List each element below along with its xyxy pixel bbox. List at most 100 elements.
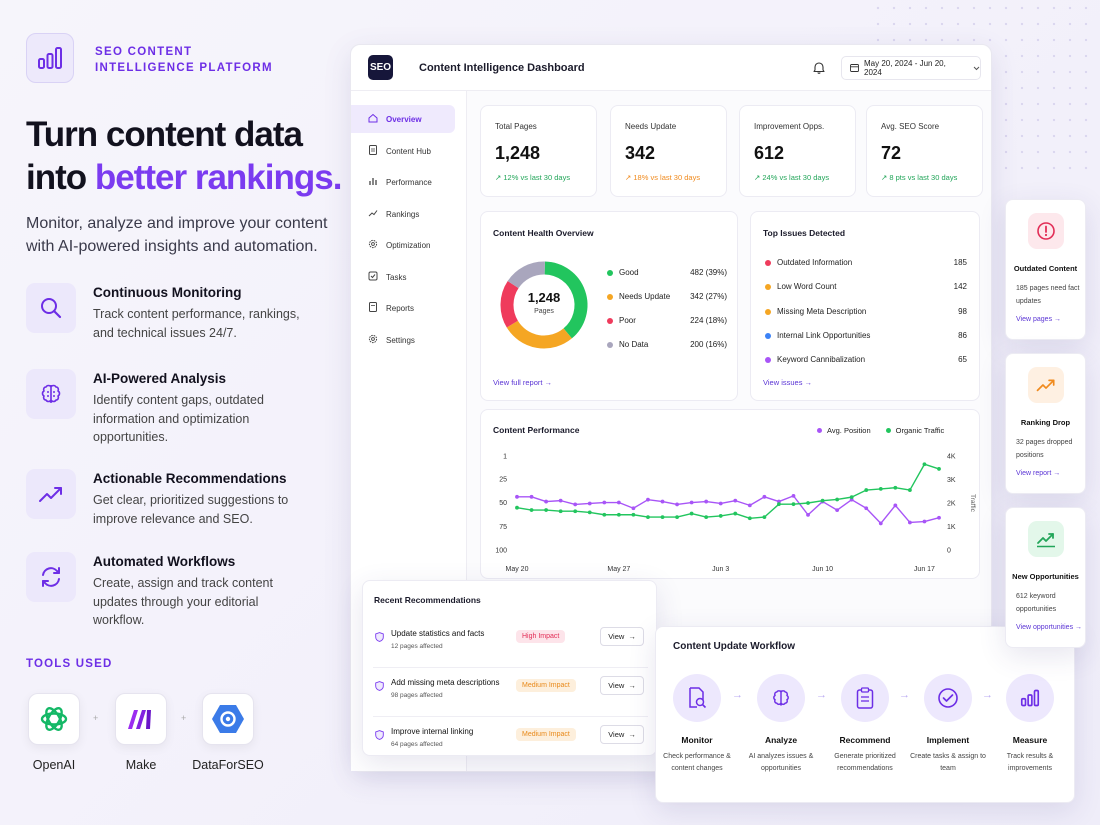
brain-icon: [757, 674, 805, 722]
card-link[interactable]: View report →: [1016, 470, 1061, 477]
kpi-label: Avg. SEO Score: [881, 122, 940, 131]
data-point: [544, 508, 549, 512]
data-point: [747, 516, 752, 521]
view-issues-link[interactable]: View issues →: [763, 378, 813, 387]
shield-icon: [375, 629, 384, 647]
y-right-tick: 1K: [947, 524, 956, 531]
donut-slice-no-data: [507, 261, 545, 289]
kpi-value: 72: [881, 143, 902, 163]
recommendation-row[interactable]: Improve internal linking 64 pages affect…: [373, 719, 648, 766]
tools-separator: +: [93, 713, 99, 723]
step-desc: Check performance & content changes: [663, 753, 731, 772]
kpi-change: ↗ 24% vs last 30 days: [754, 173, 830, 182]
nav-label: Tasks: [386, 272, 407, 282]
nav-rankings[interactable]: Rankings: [351, 200, 455, 228]
view-button[interactable]: View →: [600, 627, 644, 646]
issue-row[interactable]: Missing Meta Description 98: [765, 307, 967, 316]
bell-icon[interactable]: [813, 61, 825, 74]
issue-dot: [765, 332, 771, 339]
kpi-avg-seo-score[interactable]: Avg. SEO Score 72 ↗ 8 pts vs last 30 day…: [866, 105, 983, 197]
feature-title: Continuous Monitoring: [93, 285, 242, 300]
recommendation-row[interactable]: Update statistics and facts 12 pages aff…: [373, 621, 648, 668]
view-button[interactable]: View →: [600, 676, 644, 695]
data-point: [806, 501, 810, 505]
card-outdated-content[interactable]: Outdated Content 185 pages need fact upd…: [1005, 199, 1086, 340]
clipboard-icon: [841, 674, 889, 722]
arrow-right-icon: →: [732, 689, 743, 701]
workflow-step-analyze: Analyze AI analyzes issues & opportuniti…: [741, 674, 821, 775]
issue-row[interactable]: Outdated Information 185: [765, 258, 967, 267]
card-link[interactable]: View pages →: [1016, 316, 1062, 323]
issue-value: 86: [958, 331, 967, 340]
data-point: [602, 512, 607, 517]
tools-separator: +: [181, 713, 187, 723]
dashboard-topbar: SEO Content Intelligence Dashboard May 2…: [351, 45, 991, 91]
brand-line-1: SEO CONTENT: [95, 46, 193, 58]
hero-subtitle: Monitor, analyze and improve your conten…: [26, 215, 328, 255]
kpi-total-pages[interactable]: Total Pages 1,248 ↗ 12% vs last 30 days: [480, 105, 597, 197]
card-title: Outdated Content: [1013, 264, 1078, 273]
brand-logo: [26, 33, 74, 83]
nav-content-hub[interactable]: Content Hub: [351, 137, 455, 165]
document-icon: [368, 145, 378, 157]
y-right-tick: 2K: [947, 501, 956, 508]
legend-value: 224 (18%): [690, 316, 727, 325]
nav-optimization[interactable]: Optimization: [351, 231, 455, 259]
data-point: [937, 515, 941, 520]
chevron-down-icon: [973, 64, 980, 73]
y-right-tick: 4K: [947, 454, 956, 461]
card-new-opportunities[interactable]: New Opportunities 612 keyword opportunit…: [1005, 507, 1086, 648]
issue-row[interactable]: Keyword Cannibalization 65: [765, 355, 967, 364]
content-update-workflow-panel: Content Update Workflow Monitor Check pe…: [655, 626, 1075, 803]
impact-badge: Medium Impact: [516, 728, 576, 741]
arrow-right-icon: →: [628, 681, 636, 690]
card-title: Ranking Drop: [1020, 418, 1071, 427]
data-point: [587, 501, 592, 506]
data-point: [907, 520, 912, 525]
feature-title: Automated Workflows: [93, 554, 236, 569]
view-button[interactable]: View →: [600, 725, 644, 744]
arrow-right-icon: →: [628, 730, 636, 739]
card-ranking-drop[interactable]: Ranking Drop 32 pages dropped positions …: [1005, 353, 1086, 494]
brand-name: SEO CONTENT INTELLIGENCE PLATFORM: [95, 44, 273, 76]
feature-recommendations: Actionable Recommendations Get clear, pr…: [26, 469, 326, 529]
kpi-needs-update[interactable]: Needs Update 342 ↗ 18% vs last 30 days: [610, 105, 727, 197]
tools-label: TOOLS USED: [26, 658, 113, 670]
issue-row[interactable]: Internal Link Opportunities 86: [765, 331, 967, 340]
kpi-improvement-opps[interactable]: Improvement Opps. 612 ↗ 24% vs last 30 d…: [739, 105, 856, 197]
x-tick: Jun 17: [914, 566, 935, 573]
nav-overview[interactable]: Overview: [351, 105, 455, 133]
nav-settings[interactable]: Settings: [351, 326, 455, 354]
top-issues-panel: Top Issues Detected Outdated Information…: [750, 211, 980, 401]
chart-up-icon: [1027, 521, 1064, 557]
issue-row[interactable]: Low Word Count 142: [765, 282, 967, 291]
gear-icon: [368, 239, 378, 251]
card-desc: 612 keyword opportunities: [1016, 593, 1057, 613]
data-point: [675, 515, 679, 519]
view-full-report-link[interactable]: View full report →: [493, 378, 553, 387]
health-legend-poor: Poor 224 (18%): [607, 316, 727, 325]
nav-performance[interactable]: Performance: [351, 168, 455, 196]
nav-tasks[interactable]: Tasks: [351, 263, 455, 291]
legend-dot: [607, 317, 613, 324]
legend-dot: [607, 269, 613, 276]
card-link[interactable]: View opportunities →: [1016, 624, 1083, 631]
check-circle-icon: [924, 674, 972, 722]
recommendation-row[interactable]: Add missing meta descriptions 98 pages a…: [373, 670, 648, 717]
legend-dot: [607, 341, 613, 348]
donut-slice-poor: [500, 281, 519, 328]
rec-sub: 12 pages affected: [391, 643, 443, 650]
data-point: [515, 505, 519, 510]
issue-label: Missing Meta Description: [777, 307, 867, 316]
view-label: View: [608, 681, 625, 690]
data-point: [762, 494, 767, 499]
card-desc: 32 pages dropped positions: [1016, 439, 1073, 459]
performance-line-chart: 1 25 50 75 100 4K 3K 2K 1K 0 Traffic May 20 May 27 Ju…: [495, 454, 976, 574]
date-range-picker[interactable]: May 20, 2024 - Jun 20, 2024: [841, 56, 981, 80]
nav-label: Content Hub: [386, 146, 431, 156]
workflow-step-monitor: Monitor Check performance & content chan…: [657, 674, 737, 775]
dashboard-title: Content Intelligence Dashboard: [419, 62, 585, 74]
data-point: [878, 487, 883, 491]
nav-reports[interactable]: Reports: [351, 294, 455, 322]
data-point: [922, 519, 927, 524]
